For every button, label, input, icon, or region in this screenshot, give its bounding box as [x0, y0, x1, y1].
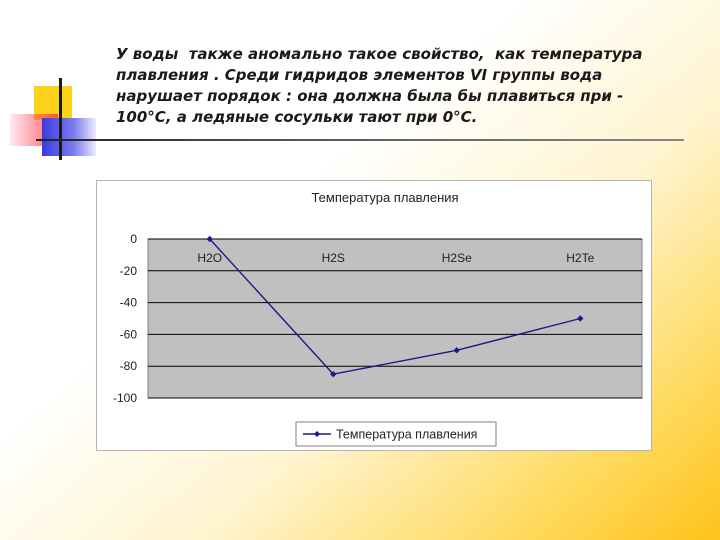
text-line-2: плавления . Среди гидридов элементов VI …: [116, 66, 603, 84]
series-line-0: [209, 238, 581, 375]
text-line-1: У воды также аномально такое свойство, к…: [116, 45, 643, 63]
y-tick-label-1: -20: [120, 264, 138, 278]
chart-title: Температура плавления: [311, 190, 458, 205]
data-point-H2S: [330, 370, 337, 378]
x-category-label-1: H2S: [322, 251, 345, 265]
y-tick-label-3: -60: [120, 327, 138, 341]
data-point-H2Se: [453, 347, 460, 354]
text-line-3-content: нарушает порядок : она должна была бы пл…: [116, 87, 612, 105]
text-dash: -: [617, 87, 624, 105]
y-tick-label-4: -80: [120, 359, 138, 373]
text-line-3: нарушает порядок : она должна была бы пл…: [116, 86, 636, 107]
data-point-H2Te: [577, 315, 584, 322]
decor-blue-square: [42, 118, 96, 156]
decor-vertical-line: [59, 78, 62, 160]
x-category-label-3: H2Te: [566, 251, 594, 265]
chart-area: Температура плавления 0 -20 -40 -60 -80 -100 H2…: [96, 180, 652, 451]
melting-point-chart: Температура плавления 0 -20 -40 -60 -80 -100 H2…: [113, 190, 643, 447]
x-category-label-0: H2O: [197, 251, 222, 265]
text-line-4: 100°С, а ледяные сосульки тают при 0°С.: [116, 108, 478, 126]
slide-body-text: У воды также аномально такое свойство, к…: [116, 44, 643, 128]
y-tick-label-5: -100: [113, 391, 137, 405]
legend-marker: [314, 431, 320, 437]
x-category-label-2: H2Se: [442, 251, 472, 265]
legend-label: Температура плавления: [336, 428, 477, 442]
plot-background: [147, 238, 643, 399]
decor-horizontal-line: [36, 139, 684, 141]
y-tick-label-0: 0: [130, 232, 137, 246]
y-tick-label-2: -40: [120, 296, 138, 310]
